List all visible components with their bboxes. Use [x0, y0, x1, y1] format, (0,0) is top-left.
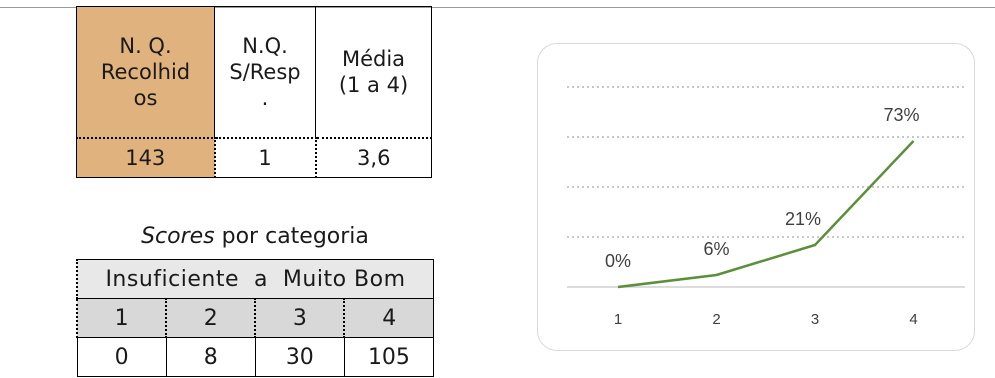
category-cell: 3 [254, 298, 345, 338]
scores-category-row: 1 2 3 4 [75, 298, 435, 338]
series-line [617, 140, 915, 289]
header-no-response-line1: N.Q. [242, 34, 288, 58]
header-no-response-line2: S/Resp [229, 60, 301, 84]
data-label: 0% [605, 251, 631, 271]
header-collected: N. Q. Recolhid os [76, 6, 215, 139]
value-average: 3,6 [315, 137, 432, 178]
header-no-response-line3: . [261, 86, 269, 110]
count-cell: 8 [165, 337, 256, 377]
chart-frame [537, 43, 975, 351]
count-cell: 30 [254, 337, 345, 377]
header-average: Média (1 a 4) [315, 6, 432, 139]
value-collected: 143 [76, 137, 216, 178]
scores-table: Insuficiente a Muito Bom 1 2 3 4 0 8 30 … [75, 259, 435, 377]
scores-title: Scores por categoria [76, 224, 434, 249]
count-cell: 0 [76, 337, 167, 377]
header-no-response: N.Q. S/Resp . [214, 6, 316, 139]
category-cell: 2 [165, 298, 256, 338]
header-collected-line3: os [133, 86, 158, 110]
x-tick-label: 1 [614, 311, 622, 328]
scores-range-row: Insuficiente a Muito Bom [76, 259, 434, 299]
x-tick-label: 4 [909, 311, 917, 328]
data-label: 73% [883, 105, 919, 125]
header-average-line1: Média [341, 47, 406, 71]
header-collected-line2: Recolhid [100, 60, 191, 84]
summary-value-row: 143 1 3,6 [76, 137, 432, 178]
x-tick-label: 3 [811, 311, 819, 328]
line-chart: 0% 6% 21% 73% 1 2 3 4 [567, 86, 965, 328]
summary-header-row: N. Q. Recolhid os N.Q. S/Resp . Média (1… [76, 6, 432, 139]
top-rule [0, 7, 995, 8]
count-cell: 105 [343, 337, 435, 377]
x-tick-label: 2 [712, 311, 720, 328]
scores-title-rest: por categoria [214, 224, 369, 249]
header-collected-line1: N. Q. [119, 34, 172, 58]
summary-table: N. Q. Recolhid os N.Q. S/Resp . Média (1… [76, 6, 432, 178]
scores-range-label: Insuficiente a Muito Bom [76, 259, 434, 299]
data-label: 21% [785, 209, 821, 229]
header-average-line2: (1 a 4) [338, 73, 409, 97]
value-no-response: 1 [214, 137, 317, 178]
data-label: 6% [703, 239, 729, 259]
category-cell: 1 [75, 298, 167, 338]
category-cell: 4 [343, 298, 435, 338]
scores-title-italic: Scores [141, 224, 215, 249]
scores-count-row: 0 8 30 105 [76, 337, 435, 377]
